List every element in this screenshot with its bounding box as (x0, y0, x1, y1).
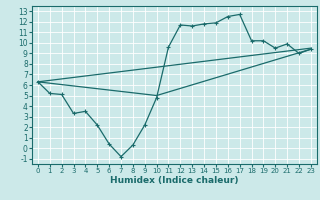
X-axis label: Humidex (Indice chaleur): Humidex (Indice chaleur) (110, 176, 239, 185)
